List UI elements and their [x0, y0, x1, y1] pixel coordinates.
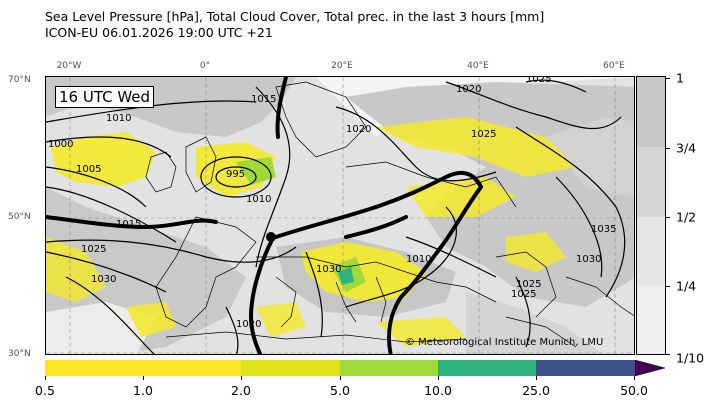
pr-tick: [536, 376, 537, 380]
precip-label: 0.5: [35, 383, 55, 398]
isobar-label: 1010: [106, 113, 131, 124]
isobar-label: 1025: [81, 244, 106, 255]
isobar-label: 1025: [516, 279, 541, 290]
precip-label: 25.0: [522, 383, 550, 398]
precip-label: 50.0: [620, 383, 648, 398]
map-canvas: 1010 1015 1020 1000 1005 995 1010 1020 1…: [46, 77, 634, 354]
cloud-cover-band: [637, 217, 665, 286]
isobar-label-group: 1010 1015 1020 1000 1005 995 1010 1020 1…: [48, 77, 616, 330]
weather-map: 1010 1015 1020 1000 1005 995 1010 1020 1…: [45, 76, 635, 355]
lon-label-0: 0°: [199, 61, 211, 71]
precip-colorbar: [45, 360, 665, 376]
cc-label: 3/4: [676, 140, 697, 156]
isobar-label: 1015: [251, 94, 276, 105]
isobar-label: 1030: [91, 274, 116, 285]
isobar-label: 1015: [116, 219, 141, 230]
precip-band: [241, 360, 340, 376]
isobar-label: 1005: [76, 164, 101, 175]
pr-tick: [340, 376, 341, 380]
cc-tick: [666, 354, 670, 355]
lon-label-60e: 60°E: [603, 61, 625, 71]
pr-tick: [634, 376, 635, 380]
precip-label: 2.0: [231, 383, 251, 398]
lon-label-40e: 40°E: [467, 61, 489, 71]
isobar-label: 1025: [511, 289, 536, 300]
cloud-cover-band: [637, 147, 665, 217]
isobar-label: 1010: [246, 194, 271, 205]
cc-label: 1/4: [676, 278, 697, 294]
precip-band: [438, 360, 536, 376]
isobar-label: 1035: [591, 224, 616, 235]
precip-band: [143, 360, 241, 376]
isobar-label: 1025: [471, 129, 496, 140]
chart-title-line1: Sea Level Pressure [hPa], Total Cloud Co…: [45, 9, 545, 24]
precip-band: [340, 360, 438, 376]
precip-label: 5.0: [330, 383, 350, 398]
lat-label-30n: 30°N: [8, 349, 31, 359]
isobar-label: 1025: [526, 77, 551, 85]
precip-label: 1.0: [133, 383, 153, 398]
isobar-label: 1010: [406, 254, 431, 265]
copyright-credit: © Meteorological Institute Munich, LMU: [405, 337, 604, 348]
isobar-label: 1000: [48, 139, 73, 150]
isobar-label: 1020: [346, 124, 371, 135]
lon-label-20w: 20°W: [56, 61, 82, 71]
isobar-label: 995: [226, 169, 245, 180]
chart-title-line2: ICON-EU 06.01.2026 19:00 UTC +21: [45, 25, 273, 40]
cc-label: 1/2: [676, 209, 697, 225]
cc-label: 1/10: [676, 350, 705, 366]
cloud-cover-colorbar: [636, 76, 666, 355]
isobar-label: 1030: [576, 254, 601, 265]
precip-band: [45, 360, 143, 376]
fronts: [46, 77, 483, 354]
isobar-label: 1020: [456, 84, 481, 95]
cc-label: 1: [676, 70, 684, 86]
valid-time-label: 16 UTC Wed: [55, 86, 155, 108]
pr-tick: [438, 376, 439, 380]
cc-tick: [666, 217, 670, 218]
cc-tick: [666, 78, 670, 79]
lat-label-70n: 70°N: [8, 75, 31, 85]
isobar-label: 1020: [236, 319, 261, 330]
cloud-cover-band: [637, 77, 665, 147]
pr-tick: [241, 376, 242, 380]
isobar-label: 1030: [316, 264, 341, 275]
precip-label: 10.0: [424, 383, 452, 398]
coastlines: [145, 81, 634, 348]
lat-label-50n: 50°N: [8, 212, 31, 222]
pr-tick: [143, 376, 144, 380]
cc-tick: [666, 148, 670, 149]
pr-tick: [45, 376, 46, 380]
lon-label-20e: 20°E: [331, 61, 353, 71]
precip-band: [536, 360, 635, 376]
precip-extend-arrow: [635, 360, 665, 376]
cc-tick: [666, 286, 670, 287]
cloud-cover-band: [637, 286, 665, 354]
